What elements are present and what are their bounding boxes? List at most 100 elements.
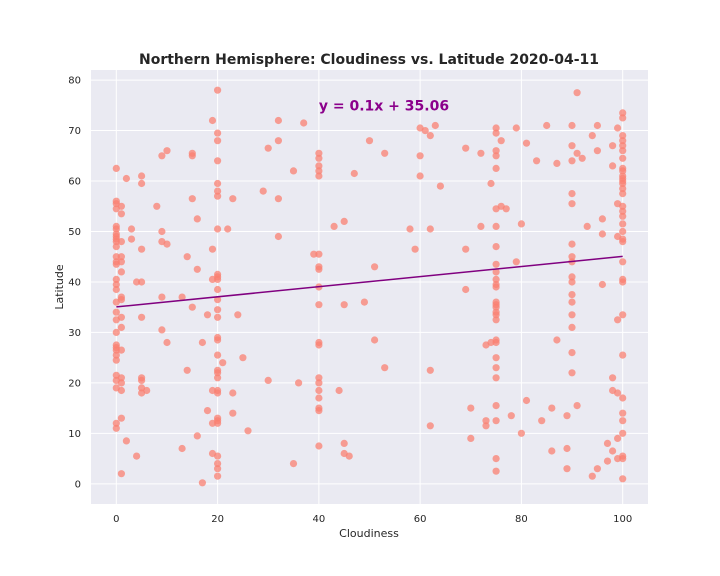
- data-point: [614, 389, 622, 397]
- data-point: [492, 311, 500, 319]
- data-point: [619, 417, 627, 425]
- data-point: [214, 187, 222, 195]
- data-point: [340, 439, 348, 447]
- data-point: [214, 275, 222, 283]
- data-point: [533, 157, 541, 165]
- data-point: [112, 275, 120, 283]
- data-point: [619, 154, 627, 162]
- data-point: [112, 280, 120, 289]
- data-point: [568, 200, 576, 208]
- data-point: [568, 142, 576, 150]
- data-point: [593, 465, 602, 473]
- data-point: [492, 268, 500, 276]
- data-point: [117, 386, 125, 395]
- x-tick-label: 60: [414, 514, 427, 525]
- data-point: [371, 336, 379, 344]
- data-point: [274, 137, 282, 145]
- data-point: [158, 227, 166, 236]
- data-point: [188, 152, 196, 160]
- data-point: [614, 434, 622, 442]
- data-point: [315, 149, 323, 157]
- data-point: [588, 472, 596, 480]
- data-point: [492, 354, 500, 362]
- data-point: [522, 396, 531, 405]
- data-point: [112, 308, 120, 316]
- data-point: [112, 253, 120, 261]
- data-point: [340, 301, 348, 309]
- data-point: [203, 407, 212, 415]
- data-point: [568, 240, 576, 248]
- data-point: [619, 142, 627, 150]
- data-point: [492, 283, 500, 291]
- data-point: [264, 144, 272, 152]
- data-point: [112, 346, 120, 354]
- data-point: [330, 222, 338, 230]
- data-point: [492, 467, 500, 475]
- data-point: [548, 404, 556, 412]
- data-point: [117, 268, 125, 276]
- data-point: [619, 220, 627, 228]
- data-point: [133, 278, 141, 286]
- data-point: [619, 258, 627, 266]
- data-point: [178, 444, 186, 453]
- data-point: [188, 195, 196, 203]
- data-point: [193, 215, 201, 223]
- data-point: [619, 179, 627, 188]
- data-point: [158, 293, 166, 301]
- data-point: [517, 429, 526, 437]
- data-point: [335, 386, 343, 395]
- data-point: [619, 455, 627, 463]
- data-point: [214, 179, 222, 188]
- data-point: [198, 479, 206, 487]
- data-point: [214, 313, 222, 321]
- data-point: [492, 147, 500, 155]
- data-point: [117, 210, 125, 218]
- data-point: [492, 152, 500, 160]
- data-point: [117, 253, 125, 261]
- data-point: [138, 172, 146, 180]
- data-point: [315, 172, 323, 180]
- data-point: [492, 402, 500, 410]
- data-point: [593, 121, 602, 130]
- data-point: [619, 475, 627, 483]
- data-point: [112, 285, 120, 294]
- data-point: [264, 376, 272, 384]
- data-point: [568, 253, 576, 261]
- data-point: [214, 225, 222, 233]
- data-point: [315, 301, 323, 309]
- data-point: [138, 376, 146, 384]
- data-point: [619, 429, 627, 437]
- data-point: [127, 225, 136, 233]
- data-point: [214, 285, 222, 294]
- data-point: [614, 124, 622, 132]
- data-point: [609, 142, 617, 150]
- data-point: [568, 121, 576, 130]
- x-axis-ticks: 0 20 40 60 80 100: [113, 514, 632, 525]
- data-point: [112, 164, 120, 172]
- data-point: [619, 109, 627, 117]
- data-point: [193, 432, 201, 440]
- data-point: [593, 147, 602, 155]
- y-tick-label: 50: [68, 227, 81, 238]
- regression-equation: y = 0.1x + 35.06: [319, 98, 449, 114]
- data-point: [619, 311, 627, 319]
- data-point: [244, 427, 252, 435]
- data-point: [467, 404, 475, 412]
- plot-area: [91, 70, 648, 504]
- data-point: [229, 409, 237, 417]
- y-axis-label: Latitude: [53, 264, 66, 310]
- data-point: [315, 341, 323, 349]
- data-point: [497, 137, 505, 145]
- data-point: [598, 230, 607, 238]
- data-point: [138, 278, 146, 286]
- data-point: [122, 174, 130, 183]
- data-point: [138, 179, 146, 188]
- data-point: [492, 275, 500, 283]
- data-point: [568, 291, 576, 299]
- regression-line: [116, 255, 623, 308]
- data-point: [588, 132, 596, 140]
- data-point: [315, 265, 323, 273]
- data-point: [214, 336, 222, 344]
- data-point: [563, 465, 571, 473]
- data-point: [614, 316, 622, 324]
